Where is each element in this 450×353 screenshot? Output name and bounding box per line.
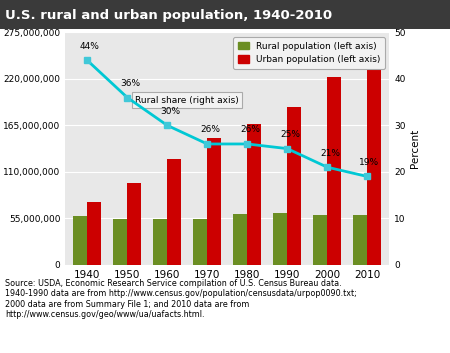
- Legend: Rural population (left axis), Urban population (left axis): Rural population (left axis), Urban popu…: [233, 37, 385, 68]
- Bar: [87, 202, 101, 265]
- Bar: [127, 183, 141, 265]
- Text: 26%: 26%: [240, 125, 260, 134]
- Bar: [113, 219, 127, 265]
- Y-axis label: Percent: Percent: [410, 129, 420, 168]
- Bar: [167, 159, 181, 265]
- Text: 21%: 21%: [320, 149, 340, 157]
- Text: 36%: 36%: [120, 79, 140, 88]
- Text: 19%: 19%: [359, 158, 379, 167]
- Text: 26%: 26%: [200, 125, 220, 134]
- Bar: [367, 59, 381, 265]
- Bar: [73, 216, 87, 265]
- Text: 30%: 30%: [160, 107, 180, 116]
- Bar: [233, 215, 247, 265]
- Bar: [353, 215, 367, 265]
- Text: Source: USDA, Economic Research Service compilation of U.S. Census Bureau data.
: Source: USDA, Economic Research Service …: [5, 279, 357, 319]
- Bar: [327, 77, 341, 265]
- Text: Rural share (right axis): Rural share (right axis): [135, 96, 239, 104]
- Bar: [287, 107, 301, 265]
- Bar: [207, 138, 221, 265]
- Bar: [313, 215, 327, 265]
- Bar: [247, 124, 261, 265]
- Bar: [153, 219, 167, 265]
- Text: U.S. rural and urban population, 1940-2010: U.S. rural and urban population, 1940-20…: [5, 10, 333, 23]
- Bar: [273, 213, 287, 265]
- Text: 25%: 25%: [280, 130, 300, 139]
- Bar: [193, 219, 207, 265]
- Text: 44%: 44%: [80, 42, 100, 51]
